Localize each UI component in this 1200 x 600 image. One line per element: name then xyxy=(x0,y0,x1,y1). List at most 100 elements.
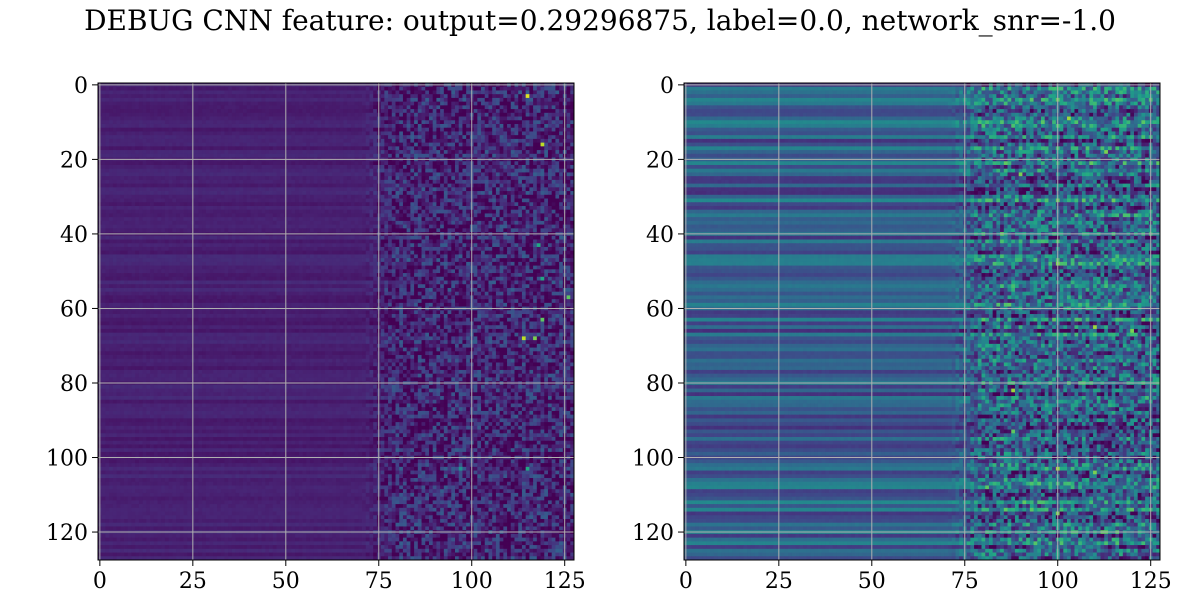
heatmap-cell xyxy=(254,94,258,98)
heatmap-cell xyxy=(347,87,351,91)
heatmap-cell xyxy=(317,117,321,121)
heatmap-cell xyxy=(522,117,526,121)
heatmap-cell xyxy=(224,117,228,121)
heatmap-cell xyxy=(291,105,295,109)
heatmap-cell xyxy=(303,109,307,113)
heatmap-cell xyxy=(444,109,448,113)
heatmap-cell xyxy=(362,109,366,113)
heatmap-cell xyxy=(321,109,325,113)
heatmap-cell xyxy=(440,109,444,113)
heatmap-cell xyxy=(262,102,266,106)
heatmap-cell xyxy=(172,90,176,94)
heatmap-cell xyxy=(243,120,247,124)
heatmap-cell xyxy=(459,117,463,121)
heatmap-cell xyxy=(295,105,299,109)
heatmap-cell xyxy=(154,90,158,94)
heatmap-cell xyxy=(351,120,355,124)
heatmap-cell xyxy=(150,90,154,94)
heatmap-cell xyxy=(195,109,199,113)
heatmap-cell xyxy=(117,98,121,102)
heatmap-cell xyxy=(265,98,269,102)
heatmap-cell xyxy=(388,102,392,106)
heatmap-cell xyxy=(422,98,426,102)
heatmap-cell xyxy=(228,102,232,106)
heatmap-cell xyxy=(221,109,225,113)
heatmap-cell xyxy=(250,90,254,94)
heatmap-cell xyxy=(314,113,318,117)
heatmap-cell xyxy=(462,105,466,109)
heatmap-cell xyxy=(529,117,533,121)
heatmap-cell xyxy=(503,102,507,106)
heatmap-cell xyxy=(522,94,526,98)
heatmap-cell xyxy=(340,87,344,91)
heatmap-cell xyxy=(500,105,504,109)
heatmap-cell xyxy=(500,90,504,94)
heatmap-cell xyxy=(299,109,303,113)
heatmap-cell xyxy=(131,102,135,106)
heatmap-cell xyxy=(500,102,504,106)
heatmap-cell xyxy=(187,113,191,117)
heatmap-cell xyxy=(329,105,333,109)
heatmap-cell xyxy=(143,94,147,98)
heatmap-cell xyxy=(109,120,113,124)
heatmap-cell xyxy=(269,90,273,94)
heatmap-cell xyxy=(187,109,191,113)
heatmap-cell xyxy=(165,113,169,117)
heatmap-cell xyxy=(429,94,433,98)
heatmap-cell xyxy=(184,98,188,102)
heatmap-cell xyxy=(273,94,277,98)
heatmap-cell xyxy=(217,113,221,117)
heatmap-cell xyxy=(310,98,314,102)
heatmap-cell xyxy=(358,102,362,106)
heatmap-cell xyxy=(459,90,463,94)
heatmap-cell xyxy=(232,94,236,98)
heatmap-cell xyxy=(195,90,199,94)
heatmap-cell xyxy=(511,105,515,109)
heatmap-cell xyxy=(202,105,206,109)
heatmap-cell xyxy=(280,94,284,98)
heatmap-cell xyxy=(381,117,385,121)
heatmap-cell xyxy=(440,87,444,91)
heatmap-cell xyxy=(180,90,184,94)
heatmap-cell xyxy=(113,117,117,121)
heatmap-cell xyxy=(355,113,359,117)
heatmap-cell xyxy=(373,90,377,94)
heatmap-cell xyxy=(496,90,500,94)
heatmap-cell xyxy=(414,105,418,109)
heatmap-cell xyxy=(128,102,132,106)
heatmap-cell xyxy=(236,90,240,94)
heatmap-cell xyxy=(511,117,515,121)
heatmap-cell xyxy=(541,117,545,121)
heatmap-cell xyxy=(533,90,537,94)
heatmap-cell xyxy=(522,105,526,109)
heatmap-cell xyxy=(109,109,113,113)
heatmap-cell xyxy=(139,87,143,91)
heatmap-cell xyxy=(221,120,225,124)
heatmap-cell xyxy=(526,94,530,98)
heatmap-cell xyxy=(492,105,496,109)
heatmap-cell xyxy=(105,87,109,91)
heatmap-cell xyxy=(280,117,284,121)
heatmap-cell xyxy=(243,87,247,91)
heatmap-cell xyxy=(325,117,329,121)
heatmap-cell xyxy=(462,98,466,102)
heatmap-cell xyxy=(317,109,321,113)
heatmap-cell xyxy=(317,90,321,94)
heatmap-cell xyxy=(526,117,530,121)
heatmap-cell xyxy=(176,109,180,113)
heatmap-cell xyxy=(529,105,533,109)
heatmap-cell xyxy=(474,94,478,98)
heatmap-cell xyxy=(462,102,466,106)
heatmap-cell xyxy=(396,120,400,124)
heatmap-cell xyxy=(213,105,217,109)
heatmap-cell xyxy=(265,87,269,91)
heatmap-cell xyxy=(217,120,221,124)
heatmap-cell xyxy=(552,109,556,113)
heatmap-cell xyxy=(184,113,188,117)
heatmap-cell xyxy=(433,105,437,109)
heatmap-cell xyxy=(206,102,210,106)
heatmap-cell xyxy=(451,117,455,121)
heatmap-cell xyxy=(213,90,217,94)
heatmap-cell xyxy=(273,117,277,121)
heatmap-cell xyxy=(529,113,533,117)
